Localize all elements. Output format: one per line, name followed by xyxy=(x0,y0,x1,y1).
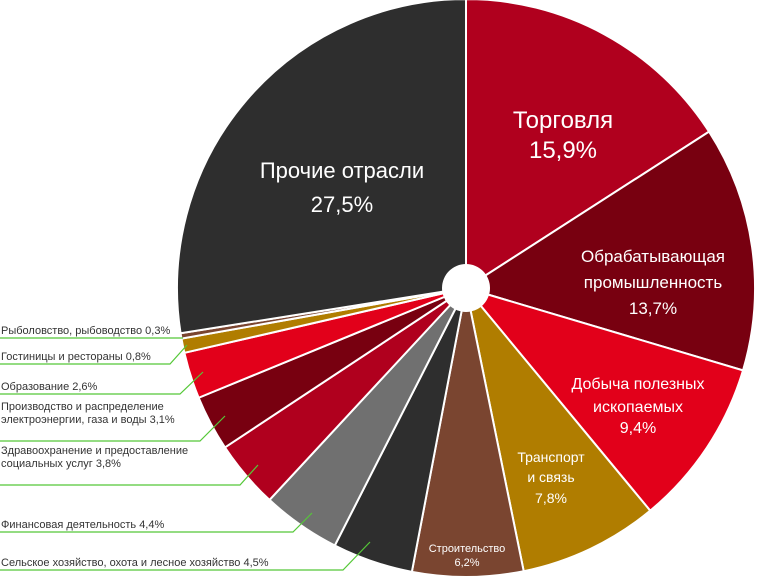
slice-value-label: 27,5% xyxy=(311,192,373,217)
slice-value-label: 15,9% xyxy=(529,137,597,164)
leader-line xyxy=(0,344,188,365)
outside-label: Сельское хозяйство, охота и лесное хозяй… xyxy=(1,557,269,569)
outside-label: Образование 2,6% xyxy=(1,381,98,393)
slice-label: ископаемых xyxy=(593,399,683,416)
outside-label: электроэнергии, газа и воды 3,1% xyxy=(1,414,175,426)
leader-line xyxy=(0,512,313,533)
outside-label: Гостиницы и рестораны 0,8% xyxy=(1,351,151,363)
slice-label: Строительство xyxy=(429,543,506,555)
outside-label: социальных услуг 3,8% xyxy=(1,458,121,470)
leader-line xyxy=(0,541,371,571)
slice-0 xyxy=(465,0,711,290)
outside-label: Финансовая деятельность 4,4% xyxy=(1,519,164,531)
outside-label: Здравоохранение и предоставление xyxy=(1,445,188,457)
slice-value-label: 6,2% xyxy=(454,557,479,569)
center-hole xyxy=(442,264,490,312)
leader-line xyxy=(0,415,226,442)
slice-label: и связь xyxy=(527,469,574,485)
labels: Торговля 15,9% Прочие отрасли 27,5% Обрабаты… xyxy=(1,107,725,569)
slice-label: Транспорт xyxy=(517,449,585,465)
outside-label: Производство и распределение xyxy=(1,401,164,413)
slice-2 xyxy=(463,286,745,513)
leader-line xyxy=(0,371,204,395)
slice-label: Торговля xyxy=(513,107,613,134)
slice-value-label: 13,7% xyxy=(629,299,677,318)
slice-label: промышленность xyxy=(584,273,723,292)
slice-label: Добыча полезных xyxy=(571,376,704,393)
slices xyxy=(176,0,756,578)
slice-value-label: 7,8% xyxy=(535,490,567,506)
slice-12 xyxy=(176,0,467,335)
outside-label: Рыболовство, рыбоводство 0,3% xyxy=(1,325,170,337)
slice-label: Прочие отрасли xyxy=(260,158,424,183)
slice-3 xyxy=(465,287,652,573)
leader-line xyxy=(0,464,259,486)
slice-label: Обрабатывающая xyxy=(581,247,725,266)
leader-lines xyxy=(0,337,371,571)
slice-1 xyxy=(463,130,756,372)
slice-value-label: 9,4% xyxy=(620,420,656,437)
